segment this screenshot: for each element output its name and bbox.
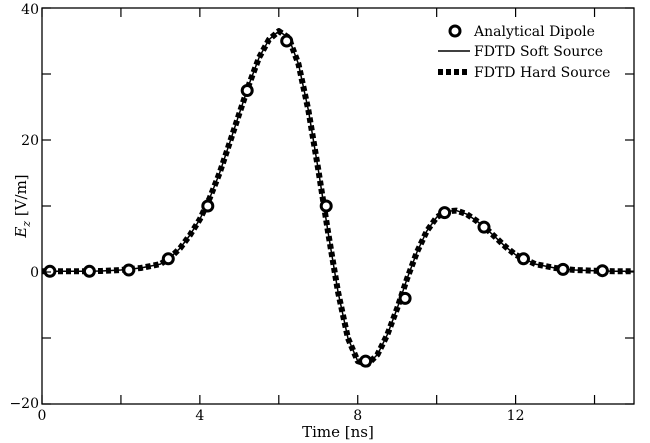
- x-tick-label: 12: [507, 408, 525, 424]
- analytical-dipole-point: [161, 252, 175, 266]
- legend-label-analytical: Analytical Dipole: [473, 24, 595, 40]
- y-tick-label: 0: [30, 265, 39, 281]
- plot-area: [42, 28, 634, 368]
- analytical-dipole-point: [82, 264, 96, 278]
- legend-label-soft: FDTD Soft Source: [474, 44, 603, 60]
- analytical-dipole-point: [517, 252, 530, 266]
- analytical-dipole-point: [240, 84, 254, 97]
- y-axis-label-symbol: E: [12, 227, 30, 239]
- y-axis-label-unit: [V/m]: [12, 174, 30, 221]
- legend: Analytical Dipole FDTD Soft Source FDTD …: [438, 24, 610, 81]
- analytical-dipole-point: [438, 206, 452, 220]
- x-axis-label: Time [ns]: [302, 423, 374, 441]
- y-tick-label: 20: [21, 133, 39, 149]
- series-fdtd-soft-source-line: [42, 30, 634, 366]
- x-tick-label: 8: [353, 408, 362, 424]
- legend-marker-analytical: [448, 24, 462, 38]
- analytical-dipole-point: [556, 262, 570, 276]
- legend-label-hard: FDTD Hard Source: [474, 65, 610, 81]
- analytical-dipole-point: [122, 263, 136, 277]
- y-tick-label: −20: [9, 396, 39, 412]
- analytical-dipole-point: [477, 220, 491, 234]
- analytical-dipole-point: [319, 199, 333, 213]
- series-fdtd-hard-source-line: [42, 28, 634, 368]
- analytical-dipole-point: [595, 264, 609, 278]
- y-tick-label: 40: [21, 2, 39, 18]
- analytical-dipole-point: [398, 291, 412, 305]
- analytical-dipole-point: [201, 199, 215, 213]
- analytical-dipole-point: [280, 34, 294, 48]
- y-axis-label: Ez [V/m]: [12, 174, 33, 238]
- analytical-dipole-point: [359, 354, 373, 368]
- y-axis-label-subscript: z: [20, 221, 33, 228]
- x-tick-label: 4: [195, 408, 204, 424]
- analytical-dipole-point: [43, 264, 57, 278]
- x-tick-label: 0: [38, 408, 47, 424]
